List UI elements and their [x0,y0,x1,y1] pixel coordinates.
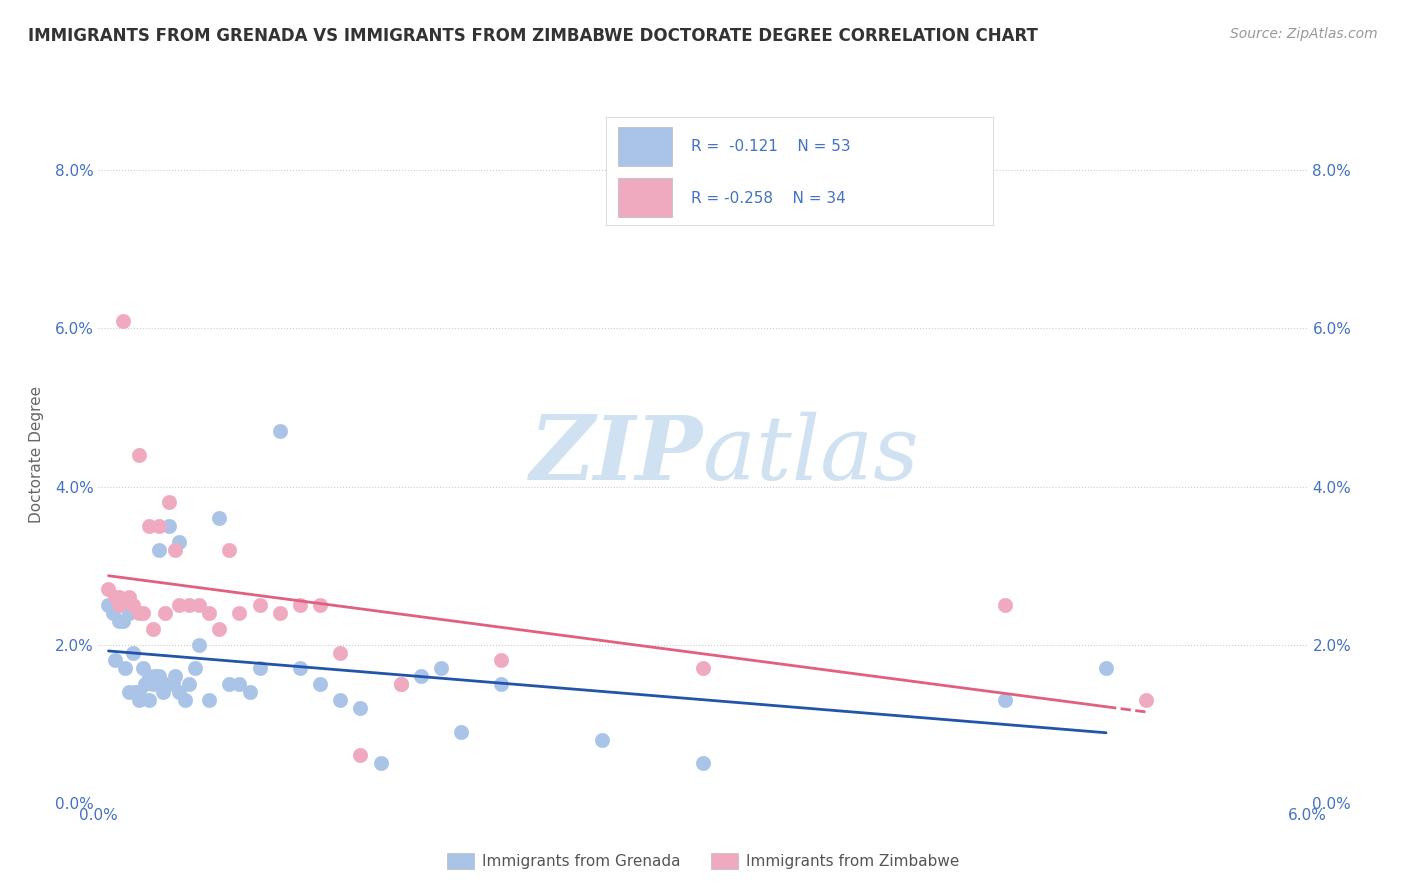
Text: atlas: atlas [703,411,918,499]
Point [121,646,143,660]
Point [450,724,472,739]
Point [349,748,371,763]
Point [132,661,155,675]
Point [179,598,201,612]
Point [118,685,141,699]
Point [218,542,240,557]
Point [107,598,129,612]
Point [329,693,352,707]
Point [152,685,174,699]
Point [153,606,176,620]
Point [148,669,170,683]
Point [107,598,129,612]
Point [128,685,150,699]
Point [218,677,240,691]
Point [269,424,291,438]
Point [994,598,1017,612]
Point [188,598,211,612]
Point [157,495,180,509]
Point [389,677,412,691]
Point [163,669,186,683]
Point [309,677,332,691]
Point [103,653,125,667]
Point [1135,693,1157,707]
Point [101,606,124,620]
Text: IMMIGRANTS FROM GRENADA VS IMMIGRANTS FROM ZIMBABWE DOCTORATE DEGREE CORRELATION: IMMIGRANTS FROM GRENADA VS IMMIGRANTS FR… [28,27,1038,45]
Point [103,591,125,605]
Point [409,669,432,683]
Point [692,756,714,771]
Point [249,598,271,612]
Point [153,677,176,691]
Point [179,677,201,691]
Point [128,448,150,462]
Point [491,677,513,691]
Point [157,519,180,533]
Point [269,606,291,620]
Point [188,638,211,652]
Point [430,661,453,675]
Y-axis label: Doctorate Degree: Doctorate Degree [28,386,44,524]
Point [138,519,160,533]
Point [134,677,156,691]
Point [143,669,166,683]
Point [349,701,371,715]
Point [198,693,221,707]
Point [118,591,141,605]
Point [111,614,134,628]
Legend: Immigrants from Grenada, Immigrants from Zimbabwe: Immigrants from Grenada, Immigrants from… [440,847,966,875]
Point [142,677,165,691]
Point [138,693,160,707]
Point [239,685,262,699]
Point [107,614,129,628]
Point [148,542,170,557]
Point [329,646,352,660]
Point [228,677,250,691]
Point [128,606,150,620]
Point [591,732,613,747]
Point [228,606,250,620]
Point [148,519,170,533]
Point [167,685,190,699]
Point [389,677,412,691]
Point [288,661,311,675]
Point [138,669,160,683]
Text: ZIP: ZIP [530,412,703,498]
Point [208,511,231,525]
Point [491,653,513,667]
Point [163,542,186,557]
Point [114,661,136,675]
Point [370,756,392,771]
Point [309,598,332,612]
Point [167,598,190,612]
Point [142,622,165,636]
Point [121,598,143,612]
Point [1095,661,1118,675]
Point [174,693,197,707]
Point [128,693,150,707]
Point [288,598,311,612]
Point [198,606,221,620]
Point [118,606,141,620]
Point [249,661,271,675]
Point [208,622,231,636]
Point [994,693,1017,707]
Text: Source: ZipAtlas.com: Source: ZipAtlas.com [1230,27,1378,41]
Point [107,591,129,605]
Point [184,661,207,675]
Point [692,661,714,675]
Point [132,606,155,620]
Point [111,313,134,327]
Point [97,598,120,612]
Point [97,582,120,597]
Point [167,535,190,549]
Point [124,685,146,699]
Point [162,677,184,691]
